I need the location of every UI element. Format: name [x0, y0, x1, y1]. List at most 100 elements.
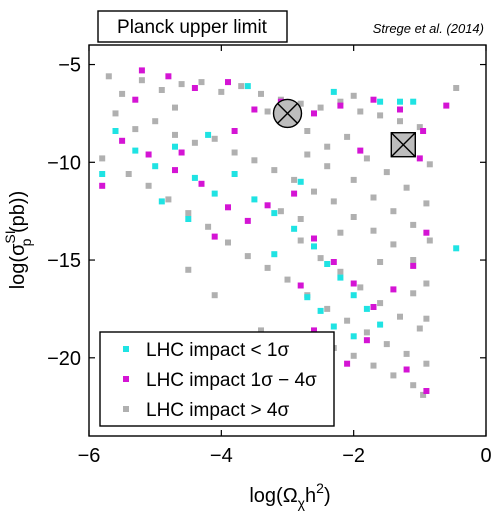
- data-point-series-0-16: [416, 124, 423, 131]
- data-point-series-2-7: [251, 196, 258, 203]
- data-point-series-0-4: [178, 81, 185, 88]
- data-point-series-2-17: [317, 307, 324, 314]
- data-point-series-0-27: [311, 188, 317, 195]
- x-tick-label-0: −6: [78, 445, 101, 467]
- data-point-series-2-11: [324, 261, 331, 267]
- data-point-series-1-23: [370, 304, 377, 310]
- data-point-series-0-89: [297, 216, 304, 222]
- data-point-series-0-17: [112, 110, 119, 117]
- data-point-series-0-42: [264, 264, 271, 271]
- data-point-series-0-70: [403, 184, 410, 191]
- data-point-series-1-41: [297, 282, 304, 289]
- data-point-series-0-26: [291, 176, 298, 183]
- legend-swatch-1-4sigma: [123, 376, 129, 382]
- data-point-series-2-15: [377, 321, 384, 328]
- data-point-series-0-20: [172, 131, 178, 138]
- data-point-series-2-19: [350, 333, 357, 340]
- data-point-series-2-22: [99, 171, 106, 177]
- y-tick-label-0: −5: [58, 55, 81, 77]
- data-point-series-1-15: [198, 180, 205, 187]
- data-point-series-1-6: [311, 110, 317, 117]
- data-point-series-0-91: [377, 259, 384, 265]
- legend-swatch-above-4sigma: [123, 406, 129, 412]
- title-box: Planck upper limit: [97, 10, 288, 43]
- data-point-series-1-25: [410, 262, 417, 269]
- data-point-series-0-36: [145, 182, 152, 189]
- circle-x-marker: [272, 98, 303, 129]
- data-point-series-0-30: [370, 227, 377, 234]
- data-point-series-0-82: [258, 327, 264, 334]
- data-point-series-1-1: [165, 73, 172, 80]
- data-point-series-1-0: [138, 67, 145, 74]
- data-point-series-0-88: [277, 208, 284, 215]
- data-point-series-0-61: [357, 284, 364, 291]
- data-point-series-1-32: [423, 388, 430, 394]
- data-point-series-0-76: [426, 237, 433, 244]
- data-point-series-1-35: [99, 182, 106, 189]
- data-point-series-0-60: [337, 268, 344, 275]
- data-point-series-1-38: [416, 155, 423, 162]
- data-point-series-1-4: [251, 106, 258, 113]
- data-point-series-2-3: [172, 143, 178, 150]
- data-point-series-2-16: [304, 294, 311, 301]
- y-tick-label-2: −15: [47, 250, 81, 272]
- data-point-series-0-55: [390, 372, 397, 379]
- data-point-series-0-41: [244, 253, 251, 260]
- data-point-series-1-2: [191, 85, 198, 91]
- data-point-series-0-48: [383, 341, 390, 348]
- data-point-series-1-24: [390, 286, 397, 293]
- data-point-series-2-5: [211, 190, 218, 197]
- x-tick-label-3: 0: [480, 445, 491, 467]
- data-point-series-1-20: [311, 235, 317, 242]
- y-tick-label-1: −10: [47, 152, 81, 174]
- data-point-series-2-23: [158, 198, 165, 205]
- data-point-series-2-30: [453, 245, 460, 252]
- data-point-series-1-37: [357, 147, 364, 154]
- data-point-series-2-28: [397, 98, 403, 105]
- data-point-series-0-87: [426, 161, 433, 168]
- data-point-series-1-31: [403, 366, 410, 373]
- data-point-series-0-2: [138, 77, 145, 84]
- data-point-series-0-25: [271, 167, 278, 174]
- data-point-series-0-43: [284, 276, 291, 283]
- data-point-series-1-17: [244, 217, 251, 224]
- data-point-series-0-5: [198, 79, 205, 86]
- data-point-series-1-16: [225, 204, 231, 211]
- data-point-series-2-6: [231, 171, 238, 177]
- data-point-series-0-63: [397, 313, 403, 320]
- data-point-series-1-19: [291, 190, 298, 197]
- data-point-series-0-28: [330, 198, 337, 205]
- data-point-series-0-10: [297, 100, 304, 107]
- data-point-series-2-12: [337, 274, 344, 281]
- data-point-series-0-67: [344, 133, 351, 140]
- ticks-layer: −6 −4 −2 0−5−10−15−20: [47, 45, 491, 467]
- data-point-series-0-83: [172, 104, 178, 111]
- data-point-series-2-18: [330, 323, 337, 330]
- data-point-series-0-19: [152, 118, 159, 125]
- data-point-series-2-2: [152, 163, 159, 170]
- data-point-series-0-38: [185, 210, 192, 217]
- data-point-series-0-62: [377, 300, 384, 307]
- data-point-series-0-71: [423, 200, 430, 207]
- legend-swatch-below-1sigma: [123, 346, 129, 352]
- data-point-series-2-27: [377, 98, 384, 105]
- data-point-series-0-11: [317, 104, 324, 111]
- data-point-series-1-9: [397, 106, 403, 113]
- data-point-series-2-0: [112, 128, 119, 134]
- data-point-series-0-92: [410, 290, 417, 297]
- data-point-series-2-29: [410, 98, 417, 105]
- data-point-series-0-0: [105, 73, 112, 80]
- data-point-series-2-24: [185, 216, 192, 222]
- data-point-series-0-64: [416, 325, 423, 332]
- data-point-series-2-25: [244, 83, 251, 90]
- data-point-series-0-79: [324, 163, 331, 170]
- data-point-series-1-11: [443, 102, 450, 109]
- data-point-series-0-68: [363, 155, 370, 162]
- data-point-series-0-81: [211, 292, 218, 299]
- data-point-series-0-29: [350, 214, 357, 220]
- data-point-series-0-94: [453, 85, 460, 91]
- data-point-series-2-26: [330, 88, 337, 95]
- data-point-series-0-24: [251, 157, 258, 164]
- data-point-series-0-56: [410, 382, 417, 389]
- data-point-series-0-31: [390, 241, 397, 248]
